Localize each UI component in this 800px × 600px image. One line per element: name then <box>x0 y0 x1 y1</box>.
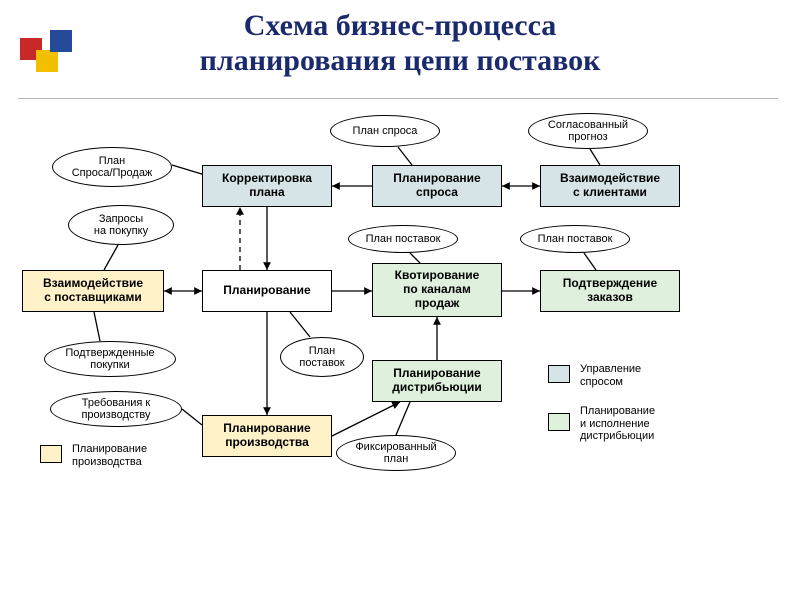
slide-title: Схема бизнес-процессапланирования цепи п… <box>0 8 800 79</box>
bubble-agreed-forecast: Согласованныйпрогноз <box>528 113 648 149</box>
box-label: Планированиеспроса <box>393 172 480 200</box>
box-planning: Планирование <box>202 270 332 312</box>
box-plan-adjustment: Корректировкаплана <box>202 165 332 207</box>
legend-swatch-demand <box>548 365 570 383</box>
bubble-supply-plan-1: План поставок <box>348 225 458 253</box>
bubble-purchase-requests: Запросына покупку <box>68 205 174 245</box>
bubble-label: Запросына покупку <box>94 213 148 237</box>
bubble-confirmed-purchases: Подтвержденныепокупки <box>44 341 176 377</box>
legend-label-demand: Управлениеспросом <box>580 363 641 388</box>
title-line1: Схема бизнес-процесса <box>244 9 557 42</box>
bubble-production-requirements: Требования кпроизводству <box>50 391 182 427</box>
box-label: Планированиедистрибьюции <box>392 367 481 395</box>
bubble-label: План спроса <box>353 125 418 137</box>
bubble-label: Фиксированныйплан <box>355 441 436 465</box>
box-label: Взаимодействиес клиентами <box>560 172 660 200</box>
bubble-label: Планпоставок <box>299 345 344 369</box>
bubble-demand-plan: План спроса <box>330 115 440 147</box>
box-label: Корректировкаплана <box>222 172 312 200</box>
box-demand-planning: Планированиеспроса <box>372 165 502 207</box>
bubble-label: Требования кпроизводству <box>81 397 150 421</box>
bubble-label: План поставок <box>538 233 613 245</box>
bubble-label: План поставок <box>366 233 441 245</box>
box-label: Подтверждениезаказов <box>563 277 657 305</box>
box-order-confirmation: Подтверждениезаказов <box>540 270 680 312</box>
legend-swatch-distribution <box>548 413 570 431</box>
title-line2: планирования цепи поставок <box>200 44 601 77</box>
legend-label-production: Планированиепроизводства <box>72 443 147 468</box>
diagram-canvas: Корректировкаплана Планированиеспроса Вз… <box>0 105 800 600</box>
box-production-planning: Планированиепроизводства <box>202 415 332 457</box>
bubble-supply-plan-2: План поставок <box>520 225 630 253</box>
bubble-fixed-plan: Фиксированныйплан <box>336 435 456 471</box>
box-label: Планирование <box>223 284 310 298</box>
bubble-sales-plan: ПланСпроса/Продаж <box>52 147 172 187</box>
box-distribution-planning: Планированиедистрибьюции <box>372 360 502 402</box>
box-label: Квотированиепо каналампродаж <box>395 269 480 310</box>
box-label: Планированиепроизводства <box>223 422 310 450</box>
box-supplier-interaction: Взаимодействиес поставщиками <box>22 270 164 312</box>
box-quoting: Квотированиепо каналампродаж <box>372 263 502 317</box>
title-rule <box>18 98 778 99</box>
box-client-interaction: Взаимодействиес клиентами <box>540 165 680 207</box>
legend-label-distribution: Планированиеи исполнениедистрибьюции <box>580 405 655 443</box>
bubble-label: Согласованныйпрогноз <box>548 119 628 143</box>
bubble-label: Подтвержденныепокупки <box>65 347 154 371</box>
legend-swatch-production <box>40 445 62 463</box>
bubble-supply-plan-3: Планпоставок <box>280 337 364 377</box>
bubble-label: ПланСпроса/Продаж <box>72 155 153 179</box>
box-label: Взаимодействиес поставщиками <box>43 277 143 305</box>
